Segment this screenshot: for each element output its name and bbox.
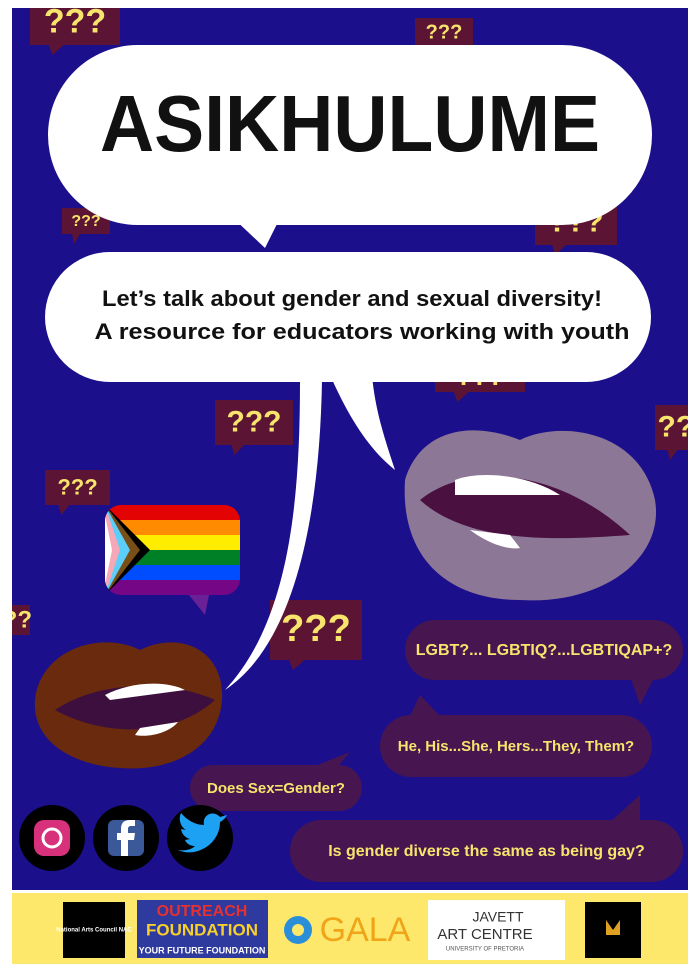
- question-box: [12, 605, 30, 635]
- bubble-tail: [610, 795, 640, 824]
- speech-tail: [330, 375, 395, 470]
- artwork: ASIKHULUME Let’s talk about gender and s…: [34, 45, 657, 769]
- question-marks: ???: [658, 410, 700, 443]
- outreach-label: OUTREACH: [157, 903, 248, 920]
- bubble-text: Is gender diverse the same as being gay?: [328, 843, 645, 860]
- question-marks: ???: [44, 2, 106, 40]
- outreach-label: FOUNDATION: [146, 920, 258, 939]
- bubble-layer: LGBT?... LGBTIQ?...LGBTIQAP+? He, His...S…: [190, 620, 683, 882]
- question-box: [415, 18, 473, 46]
- subtitle: A resource for educators working with yo…: [95, 319, 630, 344]
- bubble-text: Does Sex=Gender?: [207, 780, 345, 797]
- speech-bubble: [380, 715, 652, 777]
- teeth: [105, 683, 185, 700]
- speech-bubble: [190, 765, 362, 811]
- question-marks: ???: [57, 474, 97, 499]
- question-tail: [453, 390, 471, 402]
- question-box: [215, 400, 293, 445]
- javett-label: ART CENTRE: [437, 926, 532, 943]
- outreach-logo: [137, 900, 268, 958]
- question-tail: [71, 232, 82, 244]
- bubble-text: He, His...She, Hers...They, Them?: [398, 738, 634, 755]
- question-marks: ???: [227, 405, 282, 438]
- title: ASIKHULUME: [100, 79, 600, 168]
- title-bubble: [48, 45, 652, 225]
- question-marks: ???: [426, 21, 463, 43]
- bubble-tail: [630, 676, 655, 705]
- question-tail: [48, 43, 66, 55]
- nac-logo: [63, 902, 125, 958]
- speech-tail: [185, 590, 210, 615]
- question-marks: ???: [281, 608, 351, 650]
- teeth: [470, 530, 520, 549]
- question-tail: [288, 658, 307, 670]
- question-box: [45, 470, 110, 505]
- question-tail: [0, 633, 6, 645]
- question-tail: [58, 503, 71, 515]
- bubble-text: LGBT?... LGBTIQ?...LGBTIQAP+?: [416, 642, 672, 659]
- teeth: [135, 722, 178, 736]
- teeth: [455, 475, 560, 495]
- question-box: [270, 600, 362, 660]
- question-marks: ???: [71, 213, 100, 230]
- javett-logo: [428, 900, 565, 960]
- mouth: [55, 686, 215, 730]
- question-box: [655, 405, 688, 450]
- speech-bubble: [290, 820, 683, 882]
- subtitle: Let’s talk about gender and sexual diver…: [102, 286, 602, 311]
- social-icons: [19, 805, 233, 871]
- question-tail: [230, 443, 247, 455]
- gala-label: GALA: [320, 911, 411, 949]
- question-box: [30, 8, 120, 45]
- javett-label: JAVETT: [472, 909, 524, 925]
- question-mark-layer: ??????????????????????????????: [0, 2, 700, 670]
- question-marks: ???: [0, 606, 32, 633]
- bubble-tail: [410, 695, 440, 716]
- javett-label: UNIVERSITY OF PRETORIA: [446, 947, 524, 953]
- pride-flag: [105, 505, 240, 595]
- speech-tail: [225, 380, 322, 690]
- subtitle-bubble: [45, 252, 651, 382]
- speech-bubble: [405, 620, 683, 680]
- question-tail: [667, 448, 679, 460]
- nac-label: National Arts Council NAC: [56, 928, 132, 934]
- outreach-label: YOUR FUTURE FOUNDATION: [139, 945, 266, 955]
